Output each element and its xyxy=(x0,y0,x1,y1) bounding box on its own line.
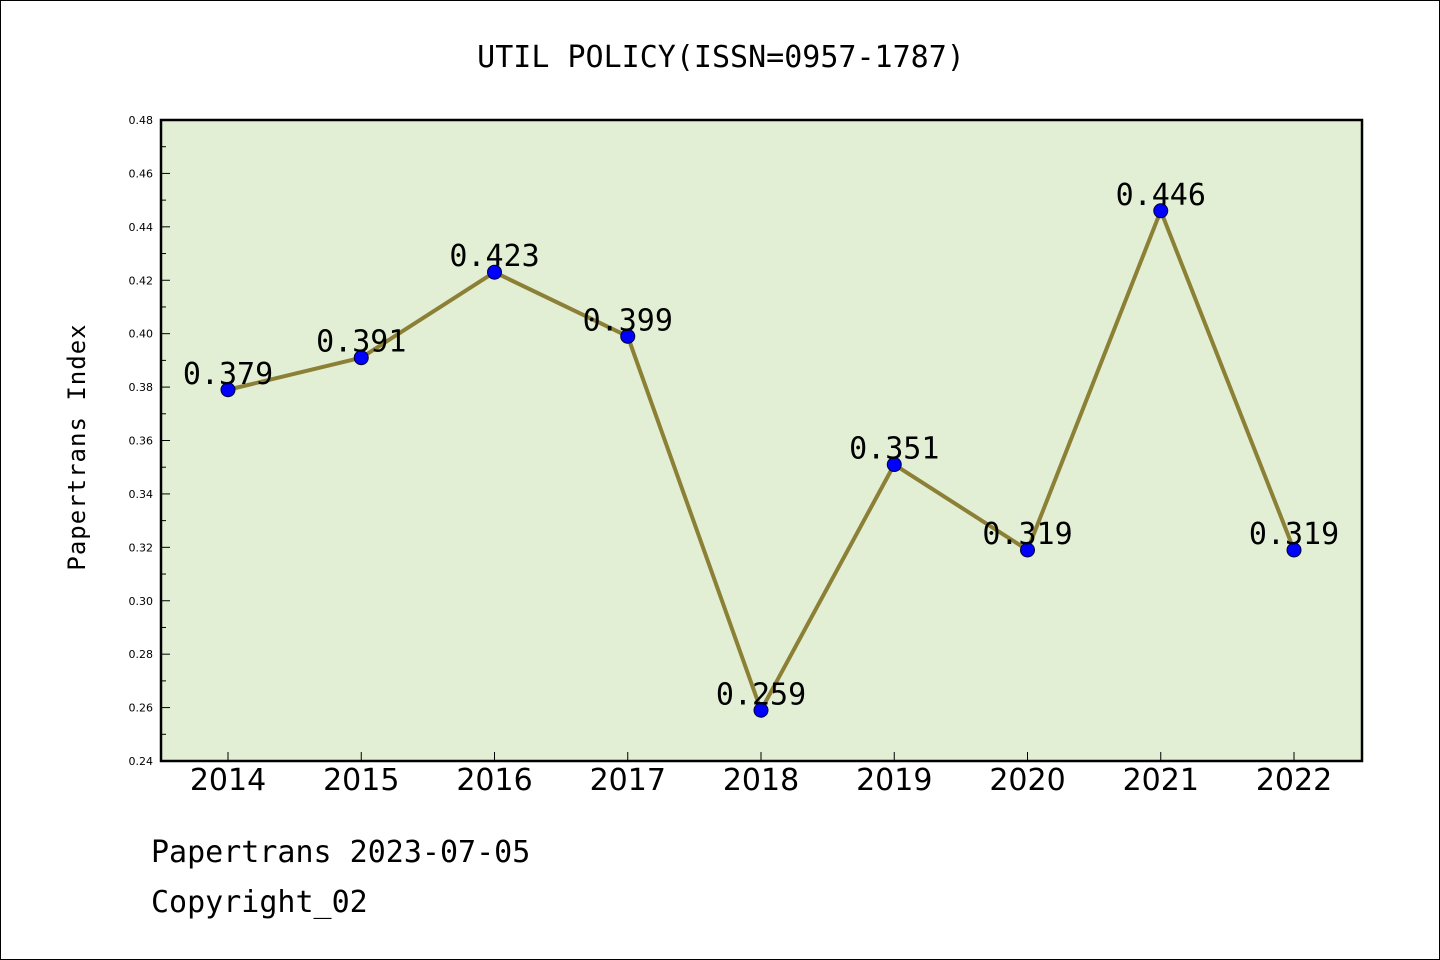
chart-title: UTIL POLICY(ISSN=0957-1787) xyxy=(477,40,965,75)
plot-border xyxy=(159,118,1364,763)
y-tick-label: 0.24 xyxy=(129,755,154,768)
data-label: 0.379 xyxy=(183,357,273,392)
data-label: 0.259 xyxy=(716,677,806,712)
y-tick-label: 0.32 xyxy=(129,541,154,554)
plot-area xyxy=(161,120,1362,761)
y-tick-label: 0.44 xyxy=(129,221,154,234)
data-point xyxy=(1020,542,1035,558)
footer-copyright: Copyright_02 xyxy=(151,885,368,920)
data-point xyxy=(620,328,636,344)
y-tick-label: 0.46 xyxy=(129,167,154,180)
data-label: 0.446 xyxy=(1116,178,1206,213)
data-point xyxy=(353,350,369,366)
y-axis-label: Papertrans Index xyxy=(63,323,91,570)
y-tick-label: 0.34 xyxy=(129,488,154,501)
data-point xyxy=(753,702,769,718)
footer-date: Papertrans 2023-07-05 xyxy=(151,835,531,870)
y-tick-label: 0.38 xyxy=(129,381,154,394)
y-tick-label: 0.30 xyxy=(129,595,154,608)
y-tick-label: 0.36 xyxy=(129,435,154,448)
x-axis: 2014 2015 2016 2017 2018 2019 2020 2021 2022 xyxy=(190,752,1332,798)
data-labels: 0.379 0.391 0.423 0.399 0.259 0.351 0.319 0.446… xyxy=(183,178,1339,712)
data-label: 0.391 xyxy=(316,325,406,360)
y-axis: 0.24 0.26 0.28 0.30 0.32 0.34 0.36 0.38 0.40 0.42… xyxy=(129,114,170,768)
data-label: 0.319 xyxy=(982,517,1072,552)
data-label: 0.319 xyxy=(1249,517,1339,552)
x-tick-label: 2022 xyxy=(1256,763,1332,798)
y-tick-label: 0.28 xyxy=(129,648,154,661)
data-point xyxy=(487,264,502,280)
data-label: 0.399 xyxy=(583,303,673,338)
y-tick-label: 0.48 xyxy=(129,114,154,127)
x-tick-label: 2020 xyxy=(989,763,1065,798)
data-point xyxy=(886,457,902,473)
data-point xyxy=(220,382,236,398)
x-tick-label: 2014 xyxy=(190,763,266,798)
data-point xyxy=(1153,203,1169,219)
data-label: 0.423 xyxy=(449,239,539,274)
data-point xyxy=(1286,542,1302,558)
x-tick-label: 2021 xyxy=(1123,763,1199,798)
x-tick-label: 2019 xyxy=(856,763,932,798)
y-tick-label: 0.40 xyxy=(129,328,154,341)
x-tick-label: 2015 xyxy=(323,763,399,798)
data-points xyxy=(220,203,1302,718)
data-label: 0.351 xyxy=(849,432,939,467)
x-tick-label: 2016 xyxy=(456,763,532,798)
y-tick-label: 0.42 xyxy=(129,274,154,287)
x-tick-label: 2018 xyxy=(723,763,799,798)
x-tick-label: 2017 xyxy=(590,763,666,798)
y-tick-label: 0.26 xyxy=(129,702,154,715)
